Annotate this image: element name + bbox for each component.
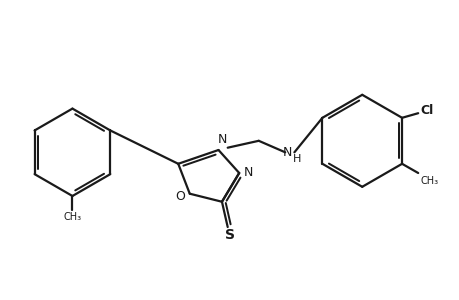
Text: N: N bbox=[217, 133, 226, 146]
Text: N: N bbox=[282, 146, 291, 159]
Text: CH₃: CH₃ bbox=[63, 212, 81, 222]
Text: Cl: Cl bbox=[420, 104, 433, 117]
Text: H: H bbox=[292, 154, 300, 164]
Text: CH₃: CH₃ bbox=[420, 176, 438, 187]
Text: O: O bbox=[175, 190, 185, 202]
Text: N: N bbox=[243, 167, 252, 179]
Text: S: S bbox=[224, 228, 235, 242]
